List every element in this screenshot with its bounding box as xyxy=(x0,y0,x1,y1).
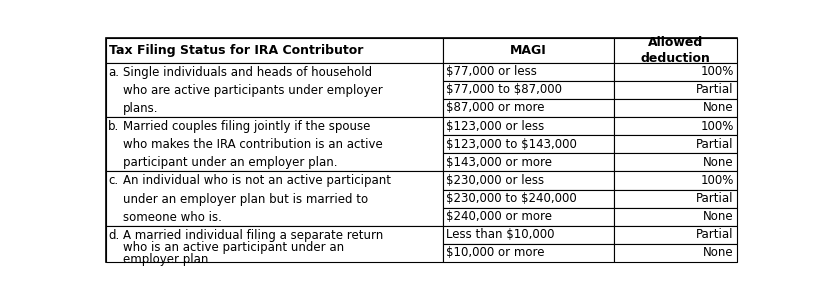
Text: $143,000 or more: $143,000 or more xyxy=(446,156,552,169)
Bar xyxy=(106,38,443,63)
Text: Less than $10,000: Less than $10,000 xyxy=(446,228,555,241)
Text: Partial: Partial xyxy=(696,192,733,205)
Text: Partial: Partial xyxy=(696,138,733,151)
Bar xyxy=(614,81,737,99)
Bar xyxy=(614,135,737,153)
Bar xyxy=(614,171,737,189)
Bar xyxy=(443,226,614,244)
Bar xyxy=(614,99,737,117)
Text: $230,000 to $240,000: $230,000 to $240,000 xyxy=(446,192,577,205)
Text: employer plan: employer plan xyxy=(123,253,208,266)
Text: someone who is.: someone who is. xyxy=(123,211,222,224)
Bar xyxy=(443,153,614,171)
Text: c.: c. xyxy=(109,174,118,187)
Bar xyxy=(443,208,614,226)
Bar xyxy=(106,171,443,226)
Text: plans.: plans. xyxy=(123,102,159,115)
Bar xyxy=(443,117,614,135)
Bar xyxy=(443,135,614,153)
Text: An individual who is not an active participant: An individual who is not an active parti… xyxy=(123,174,391,187)
Text: Partial: Partial xyxy=(696,228,733,241)
Text: Single individuals and heads of household: Single individuals and heads of househol… xyxy=(123,66,372,79)
Bar xyxy=(614,226,737,244)
Bar xyxy=(443,171,614,189)
Text: None: None xyxy=(703,210,733,223)
Bar xyxy=(443,38,614,63)
Bar xyxy=(443,63,614,81)
Text: $123,000 to $143,000: $123,000 to $143,000 xyxy=(446,138,577,151)
Text: Married couples filing jointly if the spouse: Married couples filing jointly if the sp… xyxy=(123,120,370,133)
Text: Partial: Partial xyxy=(696,83,733,96)
Text: 100%: 100% xyxy=(700,120,733,132)
Text: participant under an employer plan.: participant under an employer plan. xyxy=(123,156,337,169)
Bar xyxy=(106,63,443,117)
Bar xyxy=(614,38,737,63)
Text: Tax Filing Status for IRA Contributor: Tax Filing Status for IRA Contributor xyxy=(109,44,363,57)
Text: $10,000 or more: $10,000 or more xyxy=(446,247,545,260)
Text: MAGI: MAGI xyxy=(510,44,547,57)
Text: $77,000 or less: $77,000 or less xyxy=(446,65,538,78)
Text: $230,000 or less: $230,000 or less xyxy=(446,174,545,187)
Bar xyxy=(614,153,737,171)
Text: $77,000 to $87,000: $77,000 to $87,000 xyxy=(446,83,562,96)
Text: A married individual filing a separate return: A married individual filing a separate r… xyxy=(123,229,383,242)
Bar xyxy=(443,244,614,262)
Text: None: None xyxy=(703,247,733,260)
Text: a.: a. xyxy=(109,66,119,79)
Bar xyxy=(614,208,737,226)
Bar xyxy=(614,117,737,135)
Bar xyxy=(443,189,614,208)
Text: who is an active participant under an: who is an active participant under an xyxy=(123,241,344,254)
Text: $240,000 or more: $240,000 or more xyxy=(446,210,552,223)
Bar xyxy=(106,117,443,171)
Text: 100%: 100% xyxy=(700,174,733,187)
Bar xyxy=(614,244,737,262)
Text: 100%: 100% xyxy=(700,65,733,78)
Text: $87,000 or more: $87,000 or more xyxy=(446,101,545,114)
Text: under an employer plan but is married to: under an employer plan but is married to xyxy=(123,192,368,206)
Bar xyxy=(106,226,443,262)
Text: b.: b. xyxy=(109,120,119,133)
Text: who makes the IRA contribution is an active: who makes the IRA contribution is an act… xyxy=(123,138,383,151)
Text: Allowed
deduction: Allowed deduction xyxy=(640,36,710,65)
Bar xyxy=(614,189,737,208)
Text: d.: d. xyxy=(109,229,119,242)
Text: who are active participants under employer: who are active participants under employ… xyxy=(123,84,383,97)
Text: $123,000 or less: $123,000 or less xyxy=(446,120,545,132)
Text: None: None xyxy=(703,101,733,114)
Bar xyxy=(614,63,737,81)
Bar xyxy=(443,81,614,99)
Text: None: None xyxy=(703,156,733,169)
Bar xyxy=(443,99,614,117)
